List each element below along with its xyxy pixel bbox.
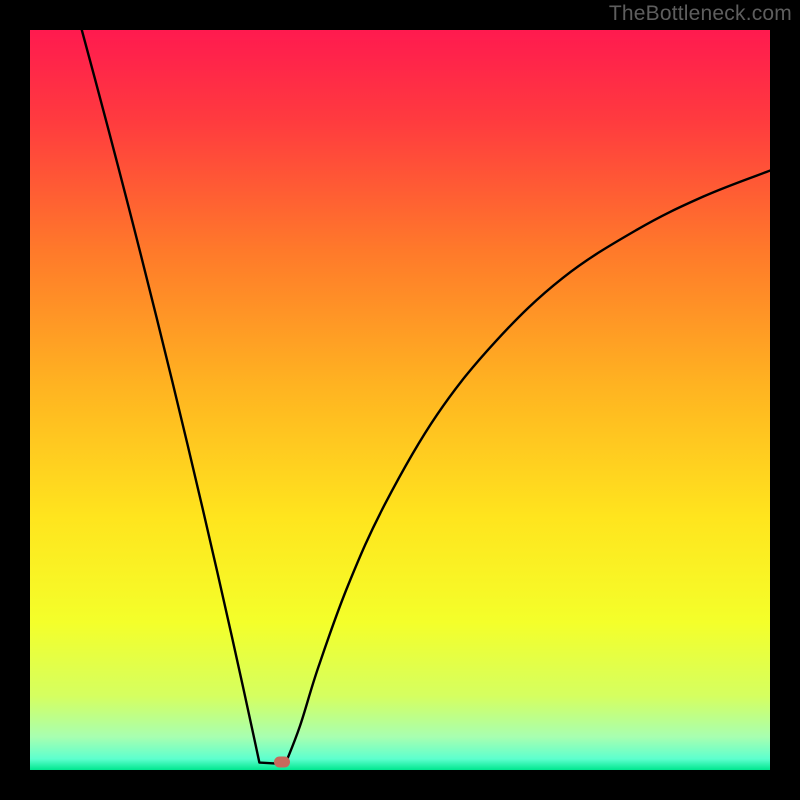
bottleneck-curve — [30, 30, 770, 770]
optimum-marker — [274, 756, 290, 767]
chart-root: TheBottleneck.com — [0, 0, 800, 800]
watermark-text: TheBottleneck.com — [609, 2, 792, 26]
plot-area — [30, 30, 770, 770]
